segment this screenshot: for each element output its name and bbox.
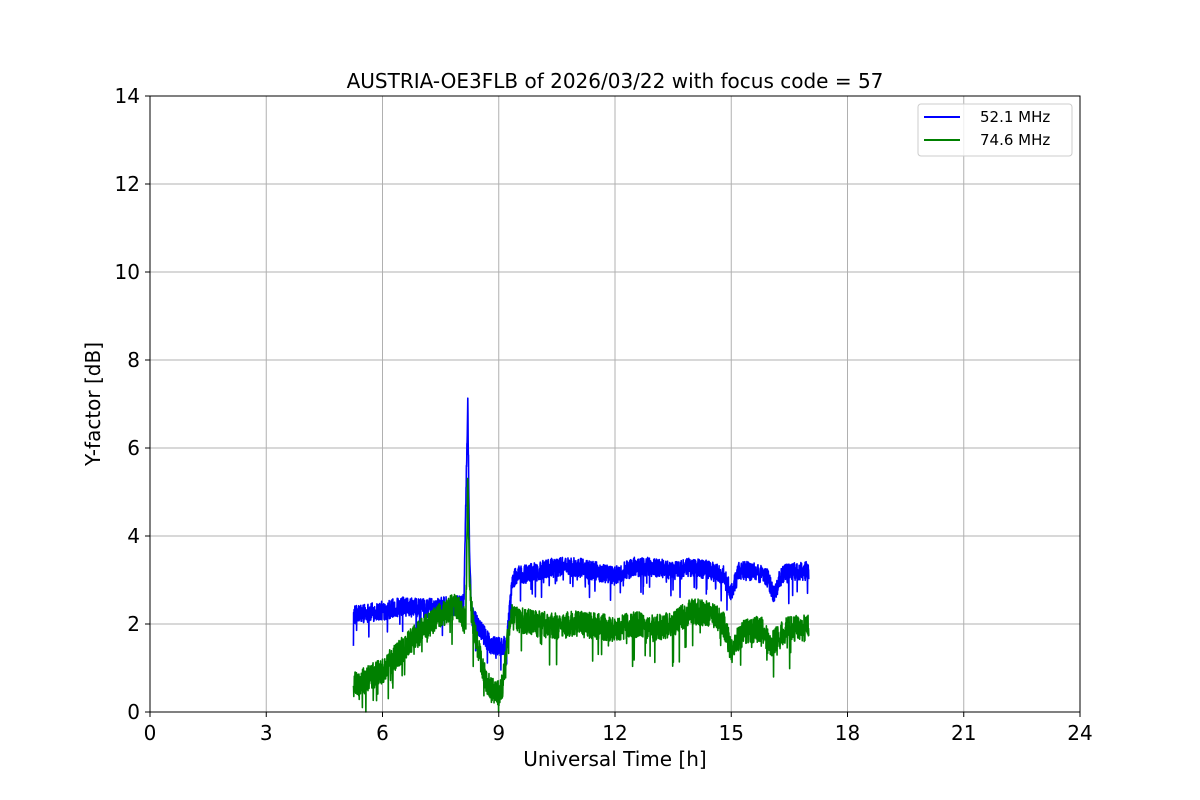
x-tick-label: 6 [376,721,389,745]
legend-label: 52.1 MHz [980,108,1050,126]
x-tick-label: 18 [835,721,860,745]
series-line-2 [352,477,810,713]
legend: 52.1 MHz 74.6 MHz [917,103,1073,157]
y-tick-label: 14 [115,84,140,108]
x-tick-label: 21 [951,721,976,745]
y-tick-label: 8 [127,348,140,372]
series-line-1 [352,397,810,671]
y-tick-label: 10 [115,260,140,284]
y-axis-label: Y-factor [dB] [81,342,105,467]
y-tick-label: 0 [127,700,140,724]
y-tick-label: 6 [127,436,140,460]
x-tick-label: 15 [719,721,744,745]
y-tick-label: 4 [127,524,140,548]
x-tick-label: 9 [492,721,505,745]
legend-label: 74.6 MHz [980,131,1050,149]
series-layer [352,397,810,713]
y-tick-label: 2 [127,612,140,636]
y-tick-label: 12 [115,172,140,196]
x-tick-label: 3 [260,721,273,745]
x-tick-label: 12 [602,721,627,745]
x-axis-label: Universal Time [h] [523,747,706,771]
chart-title: AUSTRIA-OE3FLB of 2026/03/22 with focus … [347,69,884,93]
x-tick-label: 24 [1067,721,1092,745]
x-tick-label: 0 [144,721,157,745]
